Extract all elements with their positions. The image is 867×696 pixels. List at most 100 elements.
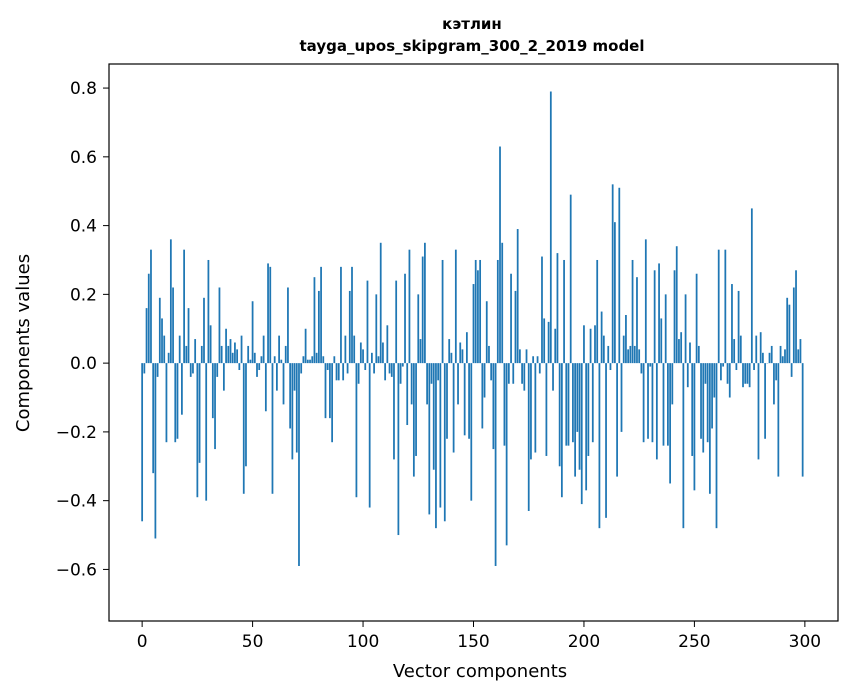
bar [174,363,177,443]
bar [417,294,420,364]
y-axis-label: Components values [13,254,34,432]
bar [536,356,539,364]
bar [194,339,197,364]
bar [742,363,744,388]
bar [158,297,161,364]
bar [273,356,276,364]
bar [768,352,771,364]
bar [231,352,234,364]
bar [461,349,464,364]
y-tick-label: 0.0 [70,354,97,374]
bar [558,363,561,467]
bar [397,363,400,536]
bar [552,363,554,391]
bar [527,363,530,511]
bar [379,242,382,364]
bar [276,363,278,391]
bar [684,294,687,364]
bar [726,363,729,384]
bar [512,363,515,384]
bar [428,363,431,515]
bar [790,363,793,377]
bar [147,273,150,364]
bar [591,363,594,443]
bar [704,363,707,384]
bar [762,352,764,364]
bar [200,345,203,364]
bar [406,363,409,426]
bar [366,280,369,364]
bar [271,363,274,494]
bar [633,345,636,364]
bar [722,363,725,367]
bar [377,356,380,364]
bar [236,349,239,364]
bar [651,363,654,443]
bar [302,356,305,364]
bar [419,339,422,364]
x-tick-label: 50 [242,632,264,652]
bar [625,314,627,364]
bar [636,277,638,364]
bar [393,363,395,460]
bar [644,239,647,364]
bar [724,249,727,364]
bar [616,363,618,477]
bar [788,304,791,364]
bar [596,259,599,364]
bar [435,363,437,529]
bar [697,345,700,364]
bar [185,345,188,364]
bar [733,339,736,364]
bar [757,363,760,460]
bar [269,266,272,364]
bar [260,356,263,364]
bar [545,363,548,456]
bar [143,363,146,374]
bar [532,356,535,364]
bar [649,363,652,367]
bar [744,363,747,384]
bar [214,363,216,450]
bar [695,273,698,364]
bar [781,356,784,364]
bar [251,301,254,364]
bar [618,187,621,364]
bar [662,363,665,446]
bar [375,294,378,364]
bar [569,194,572,364]
bar [242,363,245,494]
bar [523,363,526,391]
bar [368,363,371,508]
bar [547,321,550,364]
bar [342,363,345,381]
bar [432,363,435,470]
bars-group [141,91,804,566]
bar [337,363,340,381]
bar [245,363,247,467]
bar [534,363,537,453]
bar [682,363,685,529]
bar [779,345,782,364]
bar [382,342,384,364]
bar [388,363,391,374]
bar [797,349,800,364]
bar [503,363,506,446]
bar [450,352,453,364]
bar [691,363,694,456]
bar [664,294,667,364]
bar [658,263,660,364]
y-tick-label: 0.4 [70,217,97,237]
bar [344,335,347,364]
bar [543,318,546,364]
bar [739,335,742,364]
bar [298,363,300,566]
bar [693,363,696,491]
bar [560,363,563,498]
y-tick-label: −0.4 [56,492,97,512]
bar [348,290,351,364]
bar [479,259,482,364]
bar [574,363,577,477]
bar [556,253,559,364]
bar [156,363,159,377]
